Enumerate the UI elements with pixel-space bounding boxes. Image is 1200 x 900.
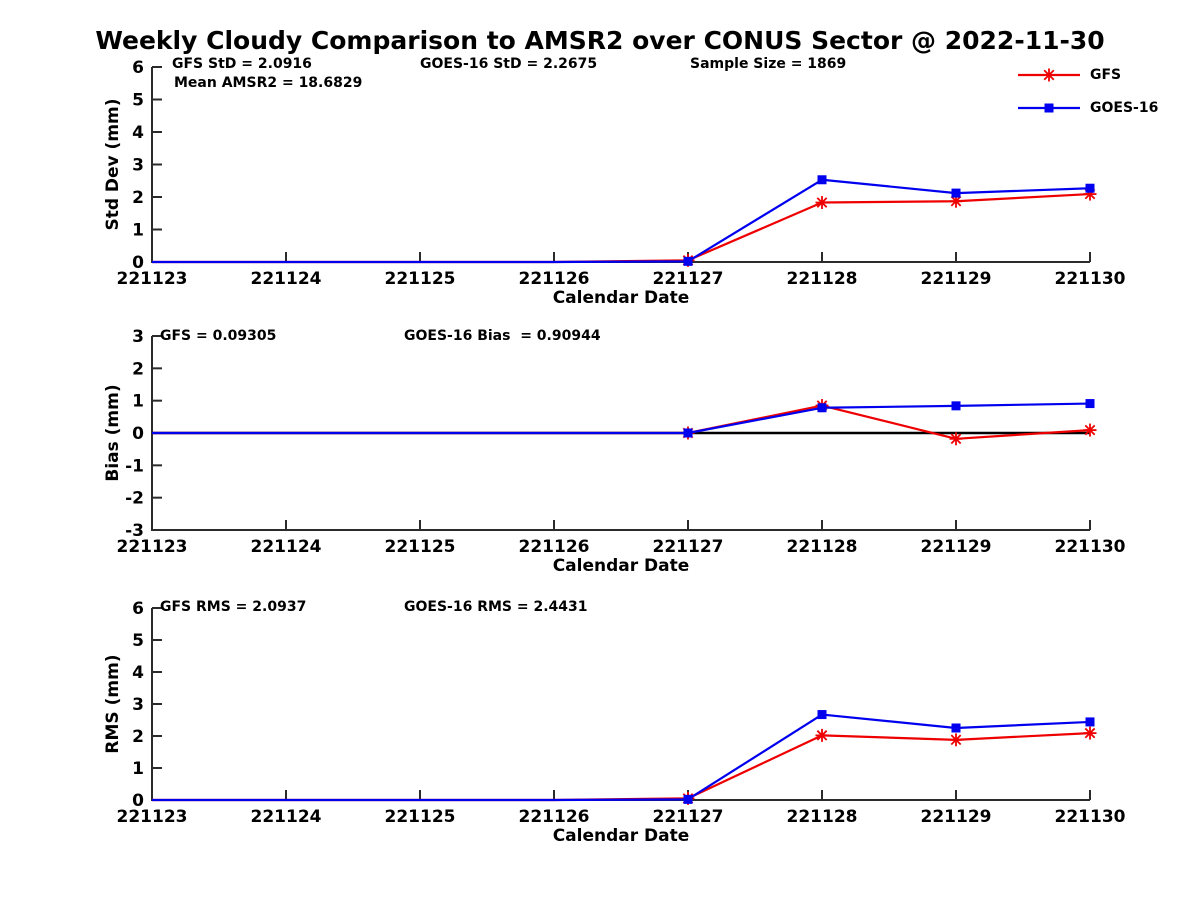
bias-x-tick-label: 221123: [117, 537, 188, 557]
std-dev-x-tick-label: 221130: [1055, 269, 1126, 289]
rms-y-tick-label: 1: [132, 759, 144, 779]
bias-goes-16-marker: [683, 428, 693, 438]
std-dev-gfs-marker: [950, 195, 962, 207]
goes-16-square-marker-icon: [1018, 103, 1080, 112]
std-dev-goes-16-marker: [951, 188, 961, 198]
bias-y-tick-label: 0: [132, 424, 144, 444]
std-dev-goes-16-line: [152, 178, 1091, 264]
legend-item-gfs: GFS: [1016, 58, 1158, 91]
rms-goes-16-marker: [1085, 717, 1095, 727]
bias-x-tick-label: 221127: [653, 537, 724, 557]
rms-y-tick-label: 2: [132, 727, 144, 747]
std-dev-x-axis-label: Calendar Date: [553, 288, 690, 308]
rms-x-tick-label: 221127: [653, 807, 724, 827]
rms-gfs-marker: [1084, 727, 1096, 739]
std-dev-y-tick-label: 4: [132, 123, 144, 143]
annotation-gfs-rms: GFS RMS = 2.0937: [160, 599, 307, 615]
std-dev-x-tick-label: 221123: [117, 269, 188, 289]
annotation-goes16-std: GOES-16 StD = 2.2675: [420, 56, 598, 72]
rms-gfs-marker: [816, 730, 828, 741]
std-dev-y-tick-label: 0: [132, 253, 144, 273]
rms-y-tick-label: 6: [132, 599, 144, 619]
std-dev-y-tick-label: 1: [132, 221, 144, 241]
annotation-gfs-std: GFS StD = 2.0916: [172, 56, 312, 72]
rms-axes: [151, 608, 1090, 801]
gfs-asterisk-marker-icon: [1018, 68, 1080, 81]
bias-y-tick-label: -2: [125, 489, 144, 509]
rms-x-tick-label: 221129: [921, 807, 992, 827]
std-dev-goes-16-marker: [817, 175, 827, 185]
rms-x-tick-label: 221126: [519, 807, 590, 827]
std-dev-gfs-marker: [816, 197, 828, 208]
bias-goes-16-marker: [817, 403, 827, 413]
annotation-goes16-bias: GOES-16 Bias = 0.90944: [404, 328, 601, 344]
legend: GFS GOES-16: [1016, 58, 1158, 124]
rms-y-tick-label: 0: [132, 791, 144, 811]
chart-title: Weekly Cloudy Comparison to AMSR2 over C…: [95, 26, 1105, 55]
bias-x-axis-label: Calendar Date: [553, 556, 690, 576]
bias-x-tick-label: 221129: [921, 537, 992, 557]
std-dev-x-tick-label: 221124: [251, 269, 322, 289]
rms-gfs-line: [152, 732, 1091, 802]
bias-y-tick-label: -3: [125, 521, 144, 541]
rms-x-axis-label: Calendar Date: [553, 826, 690, 846]
annotation-mean-amsr2: Mean AMSR2 = 18.6829: [174, 75, 363, 91]
rms-chart: 0 1 2 3 4 5 6 221123 221124 221125 221126 221127 221…: [103, 599, 1126, 846]
rms-y-tick-label: 5: [132, 631, 144, 651]
rms-goes-16-marker: [951, 723, 961, 733]
std-dev-x-tick-label: 221129: [921, 269, 992, 289]
std-dev-gfs-line: [152, 192, 1091, 264]
rms-goes-16-line: [152, 713, 1091, 802]
std-dev-y-tick-label: 2: [132, 188, 144, 208]
std-dev-x-tick-label: 221125: [385, 269, 456, 289]
legend-label-gfs: GFS: [1090, 66, 1122, 83]
bias-x-tick-label: 221124: [251, 537, 322, 557]
bias-y-tick-label: 3: [132, 327, 144, 347]
std-dev-y-tick-label: 5: [132, 91, 144, 111]
rms-x-tick-label: 221128: [787, 807, 858, 827]
std-dev-axes: [151, 67, 1090, 263]
legend-item-goes-16: GOES-16: [1016, 91, 1158, 124]
std-dev-y-axis-label: Std Dev (mm): [103, 98, 123, 230]
rms-goes-16-marker: [683, 794, 693, 804]
std-dev-x-tick-label: 221126: [519, 269, 590, 289]
bias-goes-16-marker: [951, 401, 961, 411]
rms-y-tick-label: 4: [132, 663, 144, 683]
bias-x-tick-label: 221130: [1055, 537, 1126, 557]
rms-x-tick-label: 221123: [117, 807, 188, 827]
std-dev-y-tick-label: 3: [132, 156, 144, 176]
bias-y-tick-label: -1: [125, 456, 144, 476]
std-dev-chart: 0 1 2 3 4 5 6 221123 221124 221125 221126 221127 221…: [103, 58, 1126, 308]
std-dev-x-tick-label: 221128: [787, 269, 858, 289]
bias-y-tick-label: 1: [132, 392, 144, 412]
bias-x-tick-label: 221126: [519, 537, 590, 557]
rms-x-tick-label: 221124: [251, 807, 322, 827]
bias-gfs-marker: [950, 433, 962, 445]
bias-y-axis-label: Bias (mm): [103, 384, 123, 481]
rms-gfs-marker: [950, 734, 962, 746]
rms-x-tick-label: 221125: [385, 807, 456, 827]
std-dev-y-tick-label: 6: [132, 58, 144, 78]
legend-label-goes-16: GOES-16: [1090, 99, 1159, 116]
bias-y-tick-label: 2: [132, 359, 144, 379]
bias-gfs-marker: [1084, 424, 1096, 436]
std-dev-goes-16-marker: [1085, 183, 1095, 193]
std-dev-goes-16-marker: [683, 256, 693, 266]
bias-chart: -3 -2 -1 0 1 2 3 221123 221124 221125 221126 221127…: [103, 327, 1126, 576]
rms-y-tick-label: 3: [132, 695, 144, 715]
rms-goes-16-marker: [817, 710, 827, 720]
bias-x-tick-label: 221128: [787, 537, 858, 557]
std-dev-x-tick-label: 221127: [653, 269, 724, 289]
bias-goes-16-marker: [1085, 399, 1095, 409]
annotation-goes16-rms: GOES-16 RMS = 2.4431: [404, 599, 588, 615]
rms-x-tick-label: 221130: [1055, 807, 1126, 827]
rms-y-axis-label: RMS (mm): [103, 654, 123, 753]
annotation-gfs-bias: GFS = 0.09305: [160, 328, 277, 344]
bias-goes-16-line: [152, 402, 1091, 435]
bias-x-tick-label: 221125: [385, 537, 456, 557]
annotation-sample-size: Sample Size = 1869: [690, 56, 847, 72]
